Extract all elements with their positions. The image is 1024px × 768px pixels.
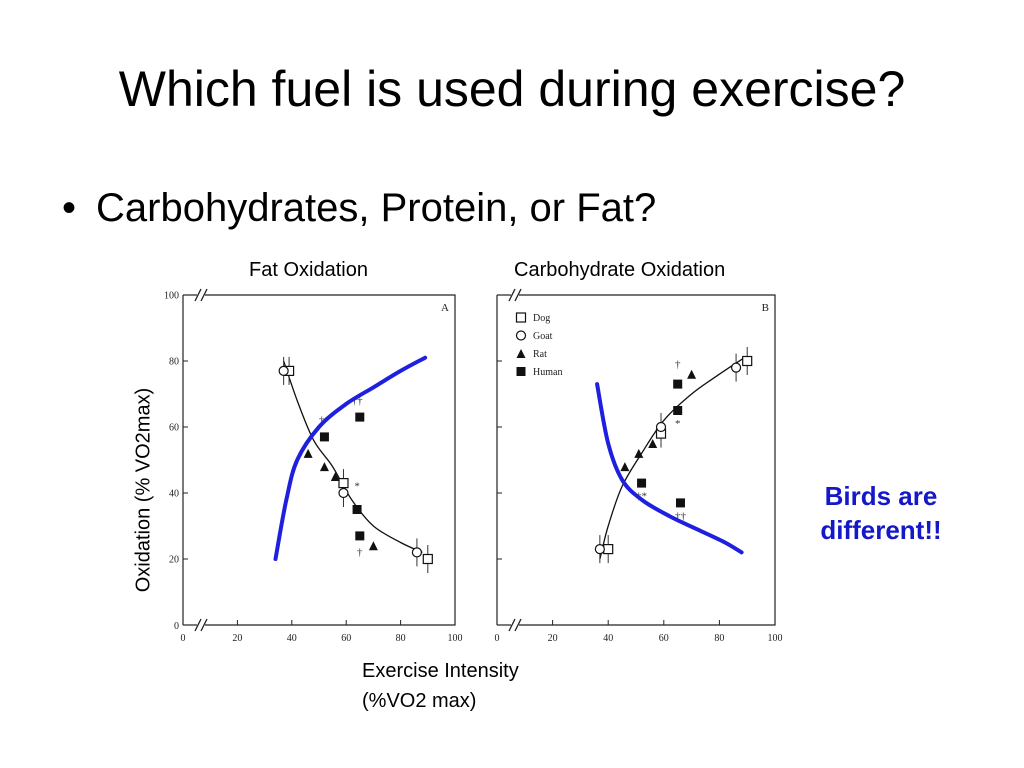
x-tick-label: 80 bbox=[396, 633, 406, 644]
goat-point bbox=[655, 421, 667, 433]
x-tick-label: 40 bbox=[287, 633, 297, 644]
axis-break-mark bbox=[194, 618, 202, 632]
y-tick-label: 0 bbox=[174, 621, 179, 632]
goat-point bbox=[411, 547, 423, 558]
dog-point bbox=[742, 355, 753, 367]
x-axis-label-line1: Exercise Intensity bbox=[362, 660, 519, 682]
panel-letter: A bbox=[441, 302, 449, 314]
legend-marker-goat bbox=[515, 330, 527, 341]
human-point bbox=[352, 505, 362, 514]
rat-point bbox=[319, 462, 329, 472]
note-line1: Birds are bbox=[824, 481, 938, 511]
panel-letter: B bbox=[762, 302, 769, 314]
significance-annotation: * bbox=[675, 418, 681, 430]
note-line2: different!! bbox=[820, 514, 942, 545]
dog-point bbox=[603, 543, 614, 555]
goat-point bbox=[338, 487, 349, 499]
bullet-dot: • bbox=[62, 186, 77, 230]
axis-break-mark bbox=[200, 288, 208, 302]
x-tick-label: 20 bbox=[548, 633, 558, 644]
plot-frame bbox=[205, 294, 456, 626]
x-tick-label: 100 bbox=[768, 633, 783, 644]
x-tick-label: 60 bbox=[341, 633, 351, 644]
slide-title: Which fuel is used during exercise? bbox=[118, 61, 906, 117]
axis-break-mark bbox=[514, 618, 522, 632]
axis-break-mark bbox=[508, 288, 516, 302]
x-tick-label: 60 bbox=[659, 633, 669, 644]
rat-point bbox=[648, 439, 658, 448]
legend-marker-dog bbox=[515, 312, 527, 323]
goat-point bbox=[730, 362, 742, 373]
rat-point bbox=[303, 448, 313, 458]
x-tick-label: 20 bbox=[232, 633, 242, 644]
human-point bbox=[675, 498, 685, 508]
x-tick-label: 0 bbox=[495, 633, 500, 644]
significance-annotation: † bbox=[675, 359, 681, 371]
human-point bbox=[355, 531, 365, 541]
y-tick-label: 20 bbox=[169, 555, 179, 566]
dog-point bbox=[422, 553, 433, 565]
human-point bbox=[637, 478, 647, 488]
y-tick-label: 80 bbox=[169, 357, 179, 368]
birds-note: Birds are different!! bbox=[786, 480, 976, 548]
human-point bbox=[319, 432, 329, 442]
rat-point bbox=[620, 462, 630, 472]
significance-annotation: * bbox=[354, 481, 360, 493]
legend-marker-rat bbox=[516, 349, 526, 358]
carbohydrate-oxidation-title: Carbohydrate Oxidation bbox=[514, 259, 726, 281]
fat-oxidation-title: Fat Oxidation bbox=[249, 259, 368, 281]
x-tick-label: 80 bbox=[714, 633, 724, 644]
rat-point bbox=[368, 541, 378, 551]
legend-label-rat: Rat bbox=[533, 349, 547, 360]
x-tick-label: 100 bbox=[448, 633, 463, 644]
overlay-curve bbox=[595, 382, 744, 555]
y-tick-label: 60 bbox=[169, 423, 179, 434]
legend-label-dog: Dog bbox=[533, 313, 550, 324]
x-axis-label-line2: (%VO2 max) bbox=[362, 690, 477, 712]
rat-point bbox=[687, 369, 697, 379]
x-tick-label: 40 bbox=[603, 633, 613, 644]
rat-point bbox=[330, 472, 340, 481]
significance-annotation: †* bbox=[636, 491, 647, 503]
bullet-text: Carbohydrates, Protein, or Fat? bbox=[96, 186, 657, 230]
goat-point bbox=[594, 543, 605, 555]
axis-break-mark bbox=[514, 288, 522, 302]
rat-point bbox=[634, 448, 644, 458]
significance-annotation: †† bbox=[675, 510, 687, 522]
dog-point bbox=[338, 478, 349, 489]
y-tick-label: 100 bbox=[164, 291, 179, 302]
significance-annotation: †† bbox=[352, 395, 364, 407]
legend-label-goat: Goat bbox=[533, 331, 553, 342]
human-point bbox=[673, 406, 683, 415]
human-point bbox=[355, 412, 365, 422]
human-point bbox=[673, 379, 683, 389]
axis-break-mark bbox=[508, 618, 516, 632]
fitted-curve bbox=[599, 357, 745, 560]
chart-legend: Dog Goat Rat Human bbox=[515, 312, 562, 378]
overlay-curve bbox=[273, 355, 428, 561]
plot-frame bbox=[519, 294, 776, 626]
y-tick-label: 40 bbox=[169, 489, 179, 500]
x-tick-label: 0 bbox=[181, 633, 186, 644]
legend-marker-human bbox=[516, 367, 526, 376]
bullet-item: • Carbohydrates, Protein, or Fat? bbox=[62, 186, 656, 230]
axis-break-mark bbox=[200, 618, 208, 632]
axis-break-mark bbox=[194, 288, 202, 302]
legend-label-human: Human bbox=[533, 367, 562, 378]
goat-point bbox=[278, 365, 289, 376]
significance-annotation: † bbox=[357, 547, 363, 559]
